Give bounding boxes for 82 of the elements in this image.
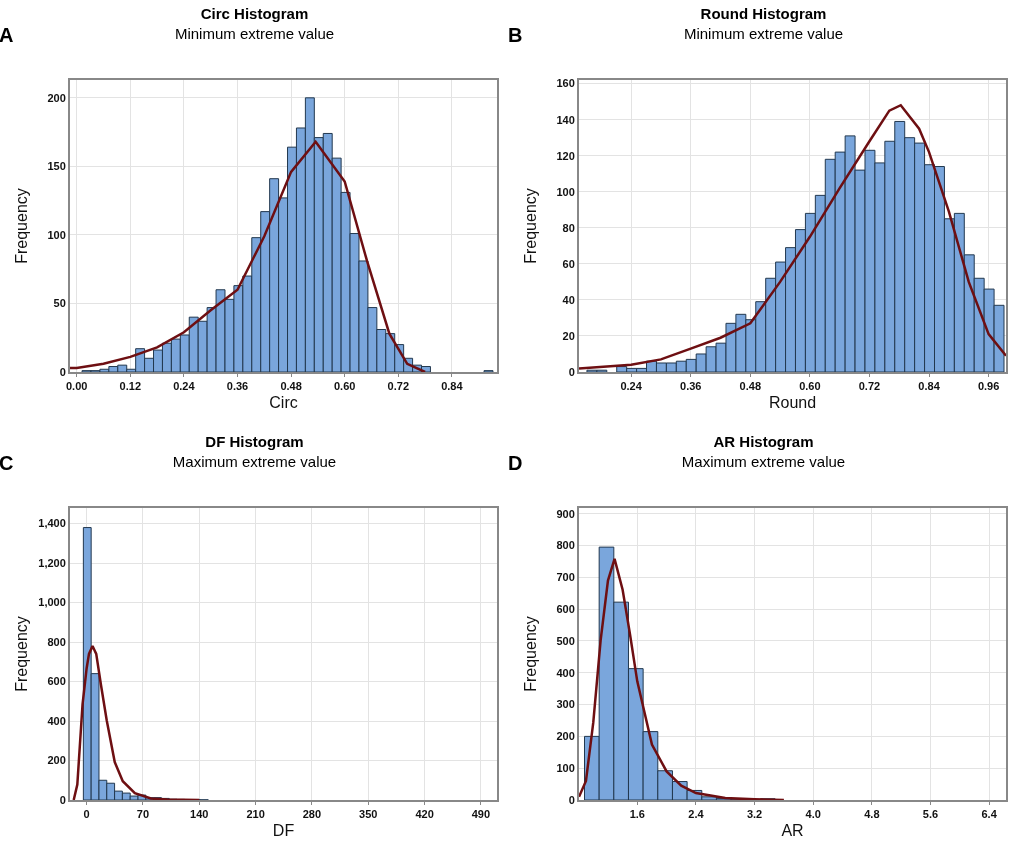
y-tick-label: 200 <box>47 91 66 104</box>
x-tick-label: 4.8 <box>864 808 880 821</box>
y-axis-title: Frequency <box>13 616 30 692</box>
y-tick-label: 800 <box>47 635 66 648</box>
x-tick-label: 140 <box>190 808 209 821</box>
y-tick-label: 60 <box>562 257 575 270</box>
x-tick-label: 0.36 <box>226 380 249 393</box>
y-tick-label: 0 <box>59 365 66 378</box>
chart-subtitle: Minimum extreme value <box>174 24 335 42</box>
x-tick-label: 0.72 <box>387 380 409 393</box>
x-tick-label: 420 <box>415 808 434 821</box>
x-tick-label: 0.36 <box>680 380 702 393</box>
text: A <box>0 24 14 46</box>
y-tick-label: 600 <box>556 603 575 615</box>
x-tick-label: 6.4 <box>981 808 998 821</box>
chart-subtitle: Maximum extreme value <box>681 452 846 470</box>
x-axis-title: AR <box>781 822 804 840</box>
y-tick-label: 140 <box>556 113 575 126</box>
y-tick-label: 0 <box>568 365 575 378</box>
chart-subtitle: Maximum extreme value <box>172 452 337 470</box>
y-tick-label: 700 <box>556 571 575 584</box>
y-axis-title: Frequency <box>13 188 30 264</box>
x-tick-label: 0.60 <box>333 380 356 393</box>
y-tick-label: 400 <box>47 714 66 727</box>
y-tick-label: 900 <box>556 507 575 520</box>
y-tick-label: 20 <box>562 329 575 342</box>
y-tick-label: 120 <box>556 149 575 162</box>
x-tick-label: 0 <box>83 808 90 821</box>
y-tick-label: 160 <box>556 77 575 90</box>
x-tick-label: 0.60 <box>799 380 821 393</box>
x-tick-label: 5.6 <box>922 808 939 821</box>
y-tick-label: 200 <box>556 730 575 743</box>
x-tick-label: 0.24 <box>620 380 643 393</box>
x-tick-label: 70 <box>136 808 150 821</box>
x-axis-title: Round <box>768 394 817 412</box>
y-tick-label: 150 <box>47 160 66 173</box>
x-tick-label: 0.84 <box>918 380 941 393</box>
y-axis-title: Frequency <box>522 188 539 264</box>
x-tick-label: 0.96 <box>977 380 1000 393</box>
x-tick-label: 0.48 <box>739 380 762 393</box>
chart-subtitle: Minimum extreme value <box>683 24 844 42</box>
x-tick-label: 0.84 <box>441 380 464 393</box>
y-tick-label: 400 <box>556 666 575 679</box>
y-tick-label: 800 <box>556 539 575 552</box>
x-tick-label: 0.24 <box>173 380 196 393</box>
y-tick-label: 100 <box>47 228 66 241</box>
y-tick-label: 100 <box>556 762 575 775</box>
x-tick-label: 3.2 <box>746 808 763 821</box>
x-tick-label: 0.00 <box>65 380 88 393</box>
chart-title: Round Histogram <box>700 5 827 23</box>
x-tick-label: 4.0 <box>805 808 821 821</box>
y-tick-label: 200 <box>47 754 66 767</box>
text: C <box>0 452 14 474</box>
y-tick-label: 600 <box>47 675 66 688</box>
x-tick-label: 210 <box>246 808 265 821</box>
x-tick-label: 2.4 <box>688 808 705 821</box>
x-tick-label: 0.48 <box>280 380 302 393</box>
y-tick-label: 1,200 <box>38 556 66 569</box>
y-tick-label: 300 <box>556 698 575 711</box>
y-tick-label: 1,400 <box>38 517 66 530</box>
y-tick-label: 50 <box>53 297 66 310</box>
chart-title: DF Histogram <box>205 433 304 451</box>
y-tick-label: 0 <box>568 793 575 806</box>
x-axis-title: Circ <box>269 394 298 412</box>
x-tick-label: 1.6 <box>629 808 645 821</box>
x-tick-label: 490 <box>471 808 491 821</box>
y-tick-label: 500 <box>556 634 575 647</box>
x-tick-label: 0.72 <box>858 380 881 393</box>
y-tick-label: 80 <box>562 221 575 234</box>
y-tick-label: 40 <box>562 293 575 306</box>
y-tick-label: 1,000 <box>38 596 66 609</box>
x-axis-title: DF <box>272 822 295 840</box>
x-tick-label: 350 <box>359 808 378 821</box>
x-tick-label: 0.12 <box>119 380 142 393</box>
chart-title: AR Histogram <box>713 433 814 451</box>
text: D <box>508 452 523 474</box>
y-tick-label: 100 <box>556 185 575 198</box>
chart-title: Circ Histogram <box>200 5 309 23</box>
y-tick-label: 0 <box>59 793 66 806</box>
y-axis-title: Frequency <box>522 616 539 692</box>
text: B <box>508 24 523 46</box>
x-tick-label: 280 <box>302 808 322 821</box>
